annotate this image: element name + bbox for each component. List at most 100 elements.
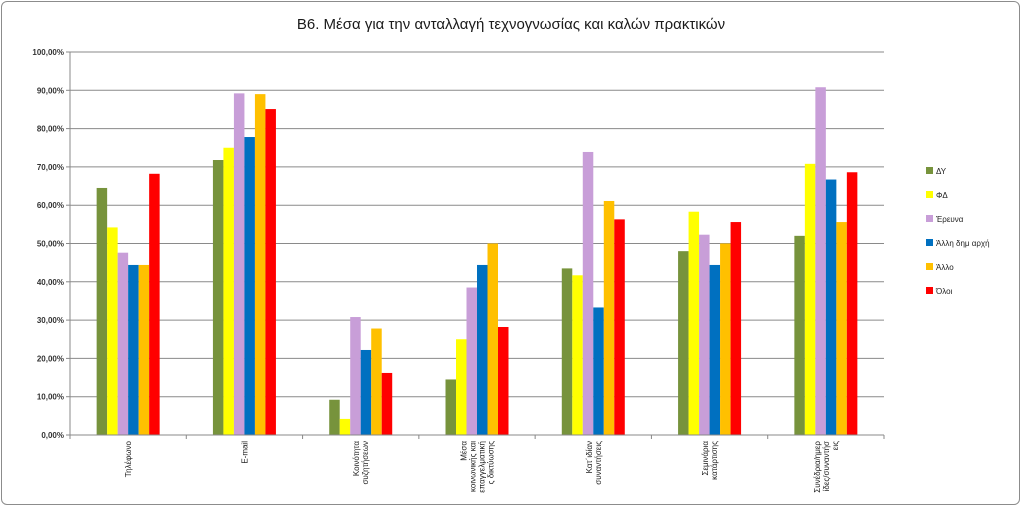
bar — [212, 160, 224, 436]
bars — [96, 87, 858, 436]
y-tick-label: 100,00% — [32, 48, 64, 57]
x-tick-label-line: Συνέδρια/ημερ — [813, 441, 822, 493]
x-axis-ticks: Τηλέφωνο E-mail Κοινότητα συζητήσεων Μέσα κοι… — [124, 440, 840, 492]
bar — [445, 379, 456, 435]
bar — [572, 275, 583, 435]
bar — [614, 219, 625, 435]
x-tick-label-line: εις — [831, 441, 840, 450]
y-tick-label: 60,00% — [37, 201, 64, 210]
x-tick-label-line: συναντήσεις — [594, 441, 603, 485]
x-tick-label: Κοινότητα συζητήσεων — [352, 441, 370, 485]
bar — [836, 222, 847, 435]
legend-label: Άλλο — [936, 263, 954, 272]
legend-swatch — [926, 263, 933, 270]
legend-item: Έρευνα — [926, 215, 964, 224]
bar — [223, 147, 234, 435]
bar — [825, 179, 837, 435]
bar — [487, 243, 498, 435]
bar — [688, 211, 700, 435]
x-tick-label-line: ς δικτύωσης — [487, 441, 496, 484]
x-tick-label: Σεμινάρια κατάρτισης — [701, 441, 719, 480]
legend-item: Άλλη δημ αρχή — [926, 239, 990, 248]
legend-swatch — [926, 167, 933, 174]
legend-item: ΦΔ — [926, 191, 948, 200]
axes — [69, 52, 885, 439]
bar — [678, 251, 689, 435]
bar — [730, 222, 742, 435]
x-tick-label-line: Σεμινάρια — [701, 441, 710, 476]
bar — [254, 94, 266, 435]
y-tick-label: 90,00% — [37, 86, 64, 95]
legend-swatch — [926, 215, 933, 222]
bar — [561, 268, 573, 435]
bar — [466, 287, 477, 435]
bar — [117, 252, 129, 435]
y-tick-label: 70,00% — [37, 163, 64, 172]
legend-item: Άλλο — [926, 263, 954, 272]
bar — [709, 264, 721, 435]
x-tick-label-line: E-mail — [240, 441, 249, 464]
legend-label: Όλοι — [935, 287, 953, 296]
bar — [498, 326, 509, 435]
y-tick-label: 10,00% — [37, 393, 64, 402]
x-tick-label: Τηλέφωνο — [124, 440, 133, 477]
x-tick-label: Συνέδρια/ημερ ίδες/συναντήσ εις — [813, 441, 840, 493]
bar — [96, 187, 108, 435]
legend: ΔΥ ΦΔ Έρευνα Άλλη δημ αρχή Άλλο Όλοι — [926, 167, 990, 296]
bar — [244, 137, 255, 435]
x-tick-label-line: επαγγελματική — [478, 441, 487, 493]
bar — [149, 173, 160, 435]
bar — [360, 349, 372, 435]
y-tick-label: 50,00% — [37, 240, 64, 249]
legend-swatch — [926, 287, 933, 294]
bar — [107, 227, 118, 435]
x-tick-label-line: ίδες/συναντήσ — [822, 441, 831, 491]
bar — [339, 418, 351, 435]
legend-label: ΔΥ — [936, 167, 947, 176]
x-tick-label-line: Κοινότητα — [352, 441, 361, 476]
bar — [265, 109, 276, 435]
bar — [371, 328, 382, 435]
bar — [804, 163, 816, 435]
legend-label: ΦΔ — [936, 191, 948, 200]
chart-title: B6. Μέσα για την ανταλλαγή τεχνογνωσίας … — [297, 16, 725, 33]
legend-label: Άλλη δημ αρχή — [936, 239, 990, 248]
bar — [233, 93, 245, 435]
x-tick-label-line: Κατ΄ιδίαν — [585, 441, 594, 473]
bar — [699, 234, 710, 435]
bar — [794, 235, 805, 435]
bar — [593, 307, 604, 435]
x-tick-label: Μέσα κοινωνικής και επαγγελματική ς δικτύωσ… — [460, 441, 496, 493]
legend-item: Όλοι — [926, 287, 953, 296]
x-tick-label-line: Μέσα — [460, 441, 469, 461]
legend-label: Έρευνα — [935, 215, 964, 224]
x-tick-label: E-mail — [240, 441, 249, 464]
bar — [477, 264, 488, 435]
y-tick-label: 30,00% — [37, 316, 64, 325]
y-tick-label: 20,00% — [37, 354, 64, 363]
x-tick-label: Κατ΄ιδίαν συναντήσεις — [585, 441, 603, 485]
x-tick-label-line: συζητήσεων — [361, 441, 370, 485]
bar — [603, 200, 615, 435]
x-tick-label-line: κοινωνικής και — [469, 441, 478, 492]
y-axis-ticks: 0,00% 10,00% 20,00% 30,00% 40,00% 50,00% 60,00… — [32, 48, 64, 440]
x-tick-label-line: κατάρτισης — [710, 441, 719, 480]
bar — [846, 172, 858, 435]
legend-item: ΔΥ — [926, 167, 947, 176]
bar — [720, 243, 731, 435]
bar — [381, 372, 393, 435]
legend-swatch — [926, 239, 933, 246]
y-tick-label: 40,00% — [37, 278, 64, 287]
y-tick-label: 80,00% — [37, 125, 64, 134]
bar — [128, 264, 139, 435]
x-tick-label-line: Τηλέφωνο — [124, 440, 133, 477]
bar — [350, 317, 361, 435]
legend-swatch — [926, 191, 933, 198]
bar — [815, 87, 826, 436]
bar — [329, 399, 340, 435]
bar — [456, 339, 467, 435]
y-tick-label: 0,00% — [41, 431, 64, 440]
bar — [138, 264, 150, 435]
bar — [582, 151, 594, 435]
